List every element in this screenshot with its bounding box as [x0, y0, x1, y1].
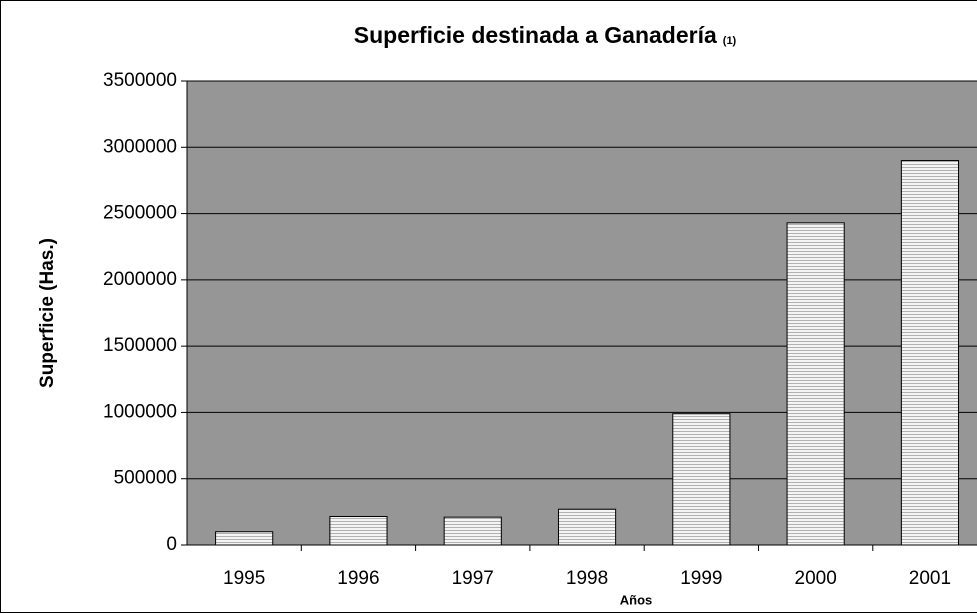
bar	[900, 160, 960, 546]
y-tick-label: 1500000	[103, 335, 177, 356]
x-tick-label: 2000	[795, 568, 837, 589]
bar	[557, 508, 617, 546]
x-tick-label: 1996	[337, 568, 379, 589]
x-axis-label: Años	[620, 592, 653, 607]
y-tick-label: 1000000	[103, 401, 177, 422]
y-tick-label: 3500000	[103, 70, 177, 91]
y-tick-label: 0	[166, 534, 177, 555]
x-tick-label: 1997	[452, 568, 494, 589]
title-group: Superficie destinada a Ganadería (1)	[354, 22, 737, 48]
x-tick-label: 1998	[566, 568, 608, 589]
y-tick-label: 2000000	[103, 269, 177, 290]
bar	[672, 413, 731, 546]
bar	[443, 516, 502, 546]
title-note: (1)	[723, 35, 737, 47]
x-tick-label: 1999	[680, 568, 722, 589]
bar	[215, 531, 274, 546]
x-tick-label: 1995	[223, 568, 265, 589]
chart-title: Superficie destinada a Ganadería (1)	[354, 22, 737, 48]
y-tick-label: 500000	[114, 468, 177, 489]
title-main: Superficie destinada a Ganadería	[354, 22, 717, 48]
y-tick-label: 2500000	[103, 203, 177, 224]
y-tick-label: 3000000	[103, 136, 177, 157]
plot-area	[187, 81, 977, 545]
y-axis-label: Superficie (Has.)	[37, 238, 58, 388]
bar	[329, 515, 388, 546]
bar	[786, 222, 845, 546]
x-tick-label: 2001	[909, 568, 951, 589]
